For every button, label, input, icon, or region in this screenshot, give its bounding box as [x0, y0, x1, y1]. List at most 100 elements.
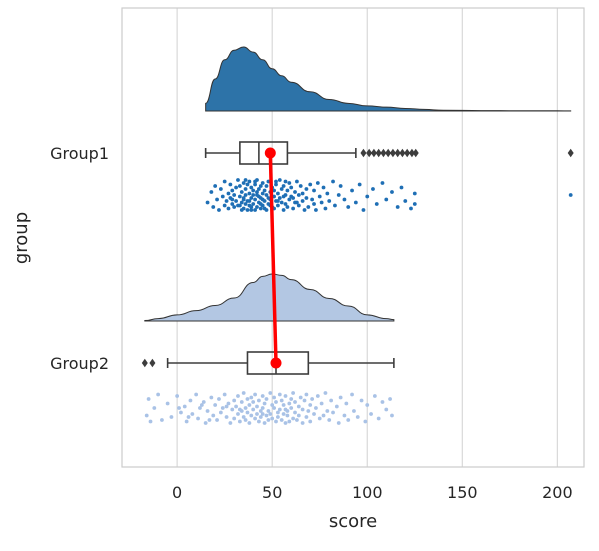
rain-point-group1 — [276, 203, 280, 208]
rain-point-group1 — [287, 181, 292, 185]
x-tick-label-3: 150 — [447, 483, 478, 502]
rain-point-group1 — [353, 200, 358, 205]
rain-point-group1 — [298, 184, 303, 188]
rain-point-group1 — [285, 205, 290, 209]
rain-point-group2 — [277, 392, 282, 397]
rain-point-group1 — [306, 205, 311, 209]
rain-point-group2 — [304, 392, 309, 397]
rain-point-group1 — [319, 200, 324, 205]
rain-point-group2 — [241, 391, 246, 395]
rain-point-group1 — [220, 194, 225, 199]
rain-point-group1 — [234, 199, 238, 203]
rain-point-group2 — [308, 419, 313, 424]
rain-point-group2 — [177, 406, 181, 410]
rain-point-group2 — [182, 404, 187, 409]
rain-point-group2 — [196, 416, 200, 421]
rain-point-group2 — [287, 401, 292, 406]
box-iqr-group1 — [239, 141, 289, 165]
rain-point-group1 — [262, 206, 267, 211]
rain-point-group2 — [390, 413, 394, 418]
rain-point-group2 — [203, 421, 208, 425]
rain-point-group2 — [380, 400, 385, 404]
rain-point-group1 — [245, 182, 250, 187]
rain-point-group1 — [255, 190, 259, 194]
rain-point-group2 — [350, 392, 354, 397]
rain-point-group2 — [205, 409, 210, 413]
mean-point-group1 — [264, 147, 276, 159]
rain-point-group1 — [249, 205, 254, 209]
rain-point-group2 — [279, 398, 284, 403]
rain-point-group1 — [325, 191, 330, 196]
rain-point-group1 — [228, 182, 233, 187]
rain-point-group1 — [230, 188, 235, 193]
rain-point-group1 — [276, 199, 280, 203]
rain-point-group2 — [237, 419, 242, 424]
rain-point-group1 — [374, 202, 379, 206]
outlier-group1 — [567, 148, 574, 158]
rain-point-group1 — [237, 184, 242, 188]
density-cloud-group1 — [205, 46, 572, 112]
rain-point-group2 — [376, 416, 381, 421]
outlier-group1 — [375, 148, 382, 158]
rain-point-group2 — [276, 415, 280, 419]
mean-line — [264, 147, 282, 369]
x-tick-label-2: 100 — [352, 483, 383, 502]
rain-point-group2 — [298, 395, 303, 400]
rain-point-group1 — [412, 191, 417, 196]
rain-point-group2 — [209, 395, 214, 400]
rain-point-group1 — [289, 185, 294, 190]
rain-point-group2 — [249, 413, 254, 418]
rain-point-group2 — [156, 392, 161, 397]
rain-point-group2 — [175, 394, 180, 398]
outlier-group1 — [370, 148, 377, 158]
rain-point-group1 — [245, 208, 250, 212]
rain-point-group2 — [329, 398, 334, 403]
rain-point-group2 — [262, 421, 267, 425]
rain-point-group2 — [270, 403, 275, 407]
rain-point-group2 — [144, 413, 149, 418]
rain-point-group1 — [295, 179, 299, 184]
rain-point-group1 — [346, 205, 351, 209]
rain-point-group2 — [268, 412, 273, 416]
rain-point-group1 — [403, 199, 408, 203]
rain-point-group1 — [333, 203, 337, 208]
rain-point-group2 — [258, 415, 263, 419]
rain-point-group2 — [190, 412, 195, 416]
rain-point-group1 — [239, 190, 244, 194]
rain-point-group1 — [296, 193, 301, 197]
rain-point-group1 — [274, 179, 278, 184]
rain-point-group2 — [274, 419, 278, 424]
rain-point-group1 — [274, 182, 278, 187]
rain-point-group1 — [232, 205, 237, 209]
rain-point-group1 — [224, 199, 229, 203]
rain-point-group1 — [300, 191, 305, 196]
rain-point-group2 — [372, 394, 377, 398]
rain-point-group1 — [380, 181, 385, 185]
rain-point-group1 — [312, 202, 316, 206]
rain-point-group2 — [236, 394, 240, 398]
rain-point-group1 — [249, 196, 254, 200]
rain-point-group1 — [312, 188, 316, 193]
y-tick-label-group2: Group2 — [50, 354, 109, 373]
rain-point-group2 — [285, 413, 290, 418]
rain-point-group1 — [371, 187, 375, 191]
rain-point-group1 — [266, 196, 271, 200]
x-tick-label-4: 200 — [542, 483, 573, 502]
rain-point-group2 — [232, 416, 237, 421]
outlier-group1 — [385, 148, 392, 158]
rain-point-group1 — [409, 206, 413, 211]
rain-point-group1 — [234, 185, 238, 190]
rain-point-group2 — [289, 397, 294, 401]
box-plots — [141, 141, 574, 375]
rain-point-group2 — [295, 418, 299, 422]
rain-point-group2 — [207, 418, 212, 422]
rain-point-group1 — [249, 185, 254, 190]
rain-point-group1 — [260, 191, 265, 196]
rain-point-group2 — [325, 409, 330, 413]
rain-point-group1 — [241, 206, 246, 211]
rain-point-group1 — [215, 197, 219, 202]
rain-point-group1 — [213, 184, 218, 188]
rain-point-group2 — [199, 403, 204, 407]
rain-point-group1 — [260, 181, 265, 185]
